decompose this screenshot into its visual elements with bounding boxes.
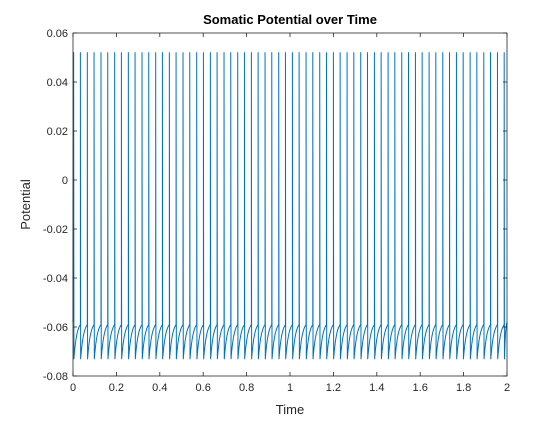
plot-background xyxy=(73,33,507,376)
y-tick-label: -0.06 xyxy=(43,322,68,334)
y-tick-label: 0.06 xyxy=(47,28,68,40)
series-group xyxy=(72,52,508,360)
series-line-0 xyxy=(72,52,508,360)
x-tick-label: 1.6 xyxy=(413,382,428,394)
y-tick-label: -0.08 xyxy=(43,371,68,383)
y-tick-label: 0.04 xyxy=(47,77,68,89)
y-tick-label: 0 xyxy=(62,175,68,187)
x-axis-label: Time xyxy=(276,402,304,417)
y-tick-label: 0.02 xyxy=(47,126,68,138)
y-tick-label: -0.04 xyxy=(43,273,68,285)
x-tick-label: 1 xyxy=(287,382,293,394)
x-tick-label: 0.6 xyxy=(196,382,211,394)
chart-title: Somatic Potential over Time xyxy=(203,12,377,27)
x-tick-label: 1.8 xyxy=(456,382,471,394)
x-tick-label: 0.8 xyxy=(239,382,254,394)
axes-box xyxy=(72,32,508,377)
y-axis-label: Potential xyxy=(18,179,33,230)
x-tick-label: 2 xyxy=(504,382,510,394)
x-tick-label: 1.4 xyxy=(369,382,384,394)
x-tick-label: 0.2 xyxy=(109,382,124,394)
x-tick-label: 1.2 xyxy=(326,382,341,394)
x-tick-label: 0 xyxy=(70,382,76,394)
ticks-group: 0 0.2 0.4 0.6 0.8 1 1.2 1.4 1.6 1.8 2 -0.08 -0.06 -0.… xyxy=(43,28,510,394)
x-tick-label: 0.4 xyxy=(152,382,167,394)
y-tick-label: -0.02 xyxy=(43,224,68,236)
